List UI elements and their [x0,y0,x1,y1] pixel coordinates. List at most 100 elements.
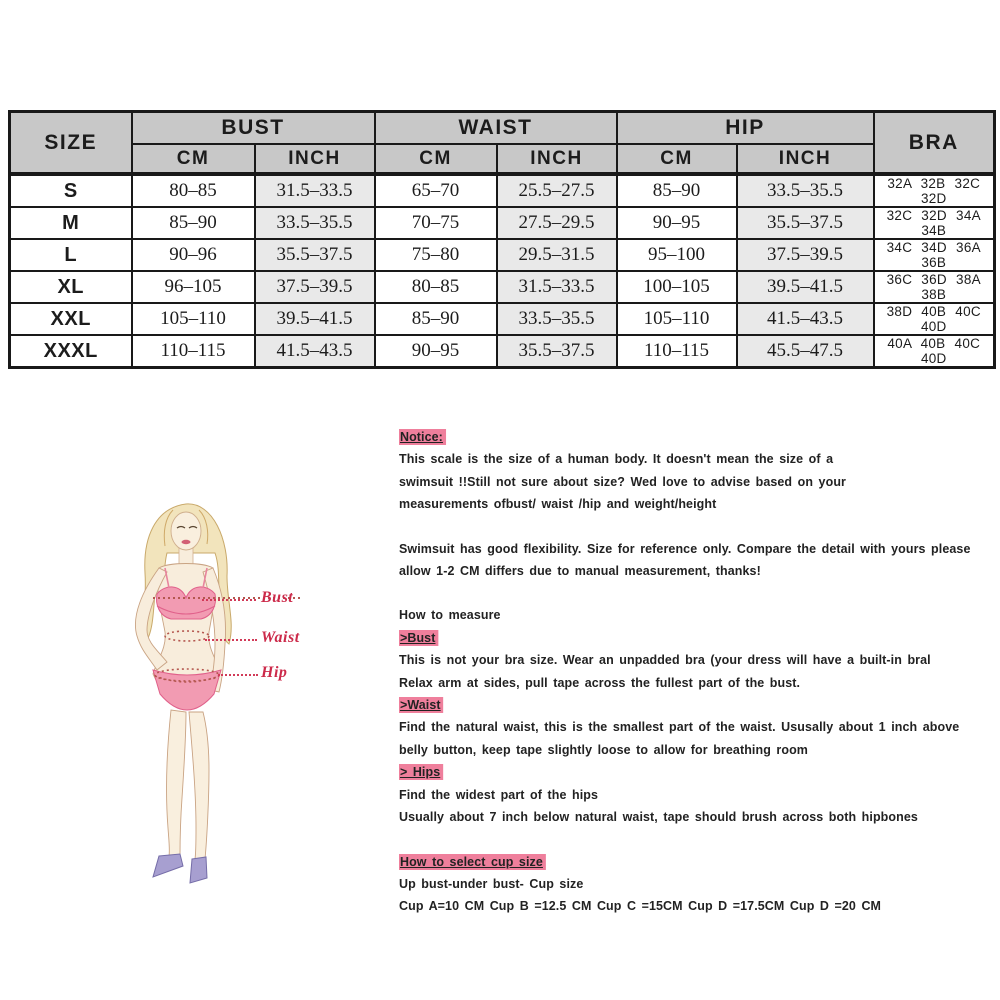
waist-section-heading-text: >Waist [399,697,444,714]
size-cell: XXL [8,302,133,336]
bra-cell: 40A 40B 40C 40D [872,334,996,369]
bust-callout-line [202,599,256,601]
hip-inch-cell: 37.5–39.5 [735,238,875,272]
waist-instruction-line: Find the natural waist, this is the smal… [399,719,960,735]
waist-inch-cell: 33.5–35.5 [495,302,618,336]
subheader-bust-cm: CM [130,143,256,176]
bust-instruction-line: Relax arm at sides, pull tape across the… [399,674,801,690]
notice-heading-text: Notice: [399,429,446,445]
flexibility-note-line: allow 1-2 CM differs due to manual measu… [399,563,761,579]
bust-inch-cell: 39.5–41.5 [253,302,376,336]
notice-paragraph-line: measurements ofbust/ waist /hip and weig… [399,496,717,512]
waist-label: Waist [261,629,300,646]
table-row-l: L 90–96 35.5–37.5 75–80 29.5–31.5 95–100… [8,238,996,272]
subheader-waist-cm: CM [373,143,498,176]
waist-inch-cell: 29.5–31.5 [495,238,618,272]
table-row-s: S 80–85 31.5–33.5 65–70 25.5–27.5 85–90 … [8,173,996,208]
table-row-xxxl: XXXL 110–115 41.5–43.5 90–95 35.5–37.5 1… [8,334,996,369]
size-cell: M [8,206,133,240]
waist-callout-line [205,639,257,641]
hip-callout-line [218,674,258,676]
hip-cm-cell: 90–95 [615,206,738,240]
hips-instruction-line: Usually about 7 inch below natural waist… [399,809,918,825]
hips-section-heading: > Hips [399,761,975,783]
size-cell: XL [8,270,133,304]
hip-cm-cell: 85–90 [615,173,738,208]
subheader-bust-inch: INCH [253,143,376,176]
cup-size-values-line: Cup A=10 CM Cup B =12.5 CM Cup C =15CM C… [399,898,882,914]
waist-cm-cell: 70–75 [373,206,498,240]
notice-heading: Notice: [399,426,975,448]
bust-inch-cell: 41.5–43.5 [253,334,376,369]
hip-label: Hip [261,664,288,681]
subheader-waist-inch: INCH [495,143,618,176]
hip-inch-cell: 33.5–35.5 [735,173,875,208]
hip-inch-cell: 41.5–43.5 [735,302,875,336]
cup-size-heading-text: How to select cup size [399,853,546,870]
bust-cm-cell: 96–105 [130,270,256,304]
col-header-hip: HIP [615,110,875,145]
waist-cm-cell: 90–95 [373,334,498,369]
size-chart-table: SIZE BUST WAIST HIP BRA CM INCH CM INCH … [8,110,997,369]
table-row-m: M 85–90 33.5–35.5 70–75 27.5–29.5 90–95 … [8,206,996,240]
bust-inch-cell: 31.5–33.5 [253,173,376,208]
bra-cell: 38D 40B 40C 40D [872,302,996,336]
hip-inch-cell: 35.5–37.5 [735,206,875,240]
waist-cm-cell: 65–70 [373,173,498,208]
table-row-xl: XL 96–105 37.5–39.5 80–85 31.5–33.5 100–… [8,270,996,304]
bra-cell: 34C 34D 36A 36B [872,238,996,272]
bust-cm-cell: 110–115 [130,334,256,369]
bra-cell: 32C 32D 34A 34B [872,206,996,240]
woman-sketch-illustration [135,503,301,884]
bust-section-heading-text: >Bust [399,629,439,646]
hip-cm-cell: 100–105 [615,270,738,304]
waist-section-heading: >Waist [399,694,975,716]
notice-paragraph-line: This scale is the size of a human body. … [399,451,834,467]
subheader-hip-cm: CM [615,143,738,176]
subheader-hip-inch: INCH [735,143,875,176]
bust-cm-cell: 105–110 [130,302,256,336]
hip-cm-cell: 105–110 [615,302,738,336]
notice-paragraph-line: swimsuit !!Still not sure about size? We… [399,473,846,489]
waist-cm-cell: 85–90 [373,302,498,336]
bust-instruction-line: This is not your bra size. Wear an unpad… [399,652,931,668]
hip-cm-cell: 110–115 [615,334,738,369]
waist-inch-cell: 31.5–33.5 [495,270,618,304]
hip-cm-cell: 95–100 [615,238,738,272]
waist-instruction-line: belly button, keep tape slightly loose t… [399,741,808,757]
bra-cell: 36C 36D 38A 38B [872,270,996,304]
waist-inch-cell: 27.5–29.5 [495,206,618,240]
bust-inch-cell: 37.5–39.5 [253,270,376,304]
bust-cm-cell: 80–85 [130,173,256,208]
measurement-instructions: Notice: This scale is the size of a huma… [399,426,975,918]
size-cell: L [8,238,133,272]
waist-cm-cell: 80–85 [373,270,498,304]
hips-section-heading-text: > Hips [399,764,444,781]
how-to-measure-heading: How to measure [399,607,501,623]
bust-label: Bust [261,589,294,606]
cup-size-formula-line: Up bust-under bust- Cup size [399,875,584,891]
size-cell: XXXL [8,334,133,369]
bust-cm-cell: 85–90 [130,206,256,240]
bust-inch-cell: 35.5–37.5 [253,238,376,272]
col-header-waist: WAIST [373,110,618,145]
cup-size-heading: How to select cup size [399,851,975,873]
hip-inch-cell: 39.5–41.5 [735,270,875,304]
flexibility-note-line: Swimsuit has good flexibility. Size for … [399,540,971,556]
hip-inch-cell: 45.5–47.5 [735,334,875,369]
bust-section-heading: >Bust [399,627,975,649]
bust-cm-cell: 90–96 [130,238,256,272]
col-header-bra: BRA [872,110,996,176]
col-header-bust: BUST [130,110,376,145]
col-header-size: SIZE [8,110,133,176]
body-measurement-figure [95,498,305,898]
waist-inch-cell: 35.5–37.5 [495,334,618,369]
hips-instruction-line: Find the widest part of the hips [399,786,599,802]
waist-inch-cell: 25.5–27.5 [495,173,618,208]
bust-inch-cell: 33.5–35.5 [253,206,376,240]
size-cell: S [8,173,133,208]
bra-cell: 32A 32B 32C 32D [872,173,996,208]
waist-cm-cell: 75–80 [373,238,498,272]
table-row-xxl: XXL 105–110 39.5–41.5 85–90 33.5–35.5 10… [8,302,996,336]
